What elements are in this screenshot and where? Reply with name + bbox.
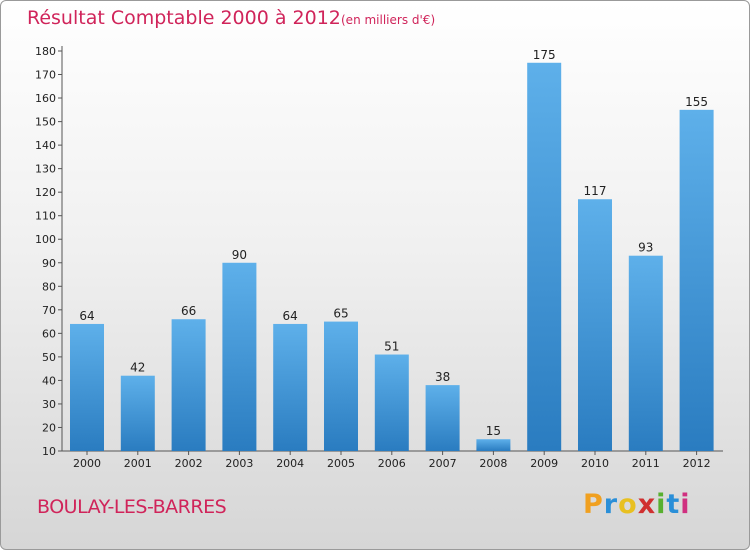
chart-subtitle: (en milliers d'€) <box>341 13 436 27</box>
data-label: 38 <box>435 370 450 384</box>
data-label: 42 <box>130 361 145 375</box>
y-tick-label: 10 <box>42 445 56 458</box>
data-label: 117 <box>584 184 607 198</box>
logo-letter: r <box>603 489 619 520</box>
x-tick-label: 2011 <box>632 457 660 470</box>
data-label: 175 <box>533 48 556 62</box>
data-label: 64 <box>79 309 94 323</box>
logo-letter: x <box>637 489 657 520</box>
chart-title: Résultat Comptable 2000 à 2012 <box>27 7 341 29</box>
data-label: 93 <box>638 241 653 255</box>
bar <box>222 262 257 451</box>
bar <box>120 375 155 451</box>
bar <box>171 319 206 451</box>
data-label: 66 <box>181 304 196 318</box>
x-tick-label: 2000 <box>73 457 101 470</box>
logo-letter: i <box>656 489 667 520</box>
y-tick-label: 110 <box>35 210 56 223</box>
bar <box>273 323 308 451</box>
bar <box>527 62 562 451</box>
data-label: 64 <box>283 309 298 323</box>
bar <box>425 385 460 451</box>
x-tick-label: 2007 <box>429 457 457 470</box>
data-label: 15 <box>486 424 501 438</box>
y-tick-label: 180 <box>35 45 56 58</box>
bar <box>374 354 409 451</box>
x-tick-label: 2001 <box>124 457 152 470</box>
y-tick-label: 140 <box>35 139 56 152</box>
data-label: 51 <box>384 340 399 354</box>
bar <box>324 321 358 451</box>
y-tick-label: 30 <box>42 398 56 411</box>
bar <box>628 255 663 451</box>
x-tick-label: 2012 <box>683 457 711 470</box>
x-tick-label: 2008 <box>479 457 507 470</box>
logo-letter: o <box>618 489 638 520</box>
x-tick-label: 2002 <box>175 457 203 470</box>
y-tick-label: 20 <box>42 421 56 434</box>
proxiti-logo[interactable]: Proxiti <box>583 489 691 520</box>
y-tick-label: 40 <box>42 374 56 387</box>
y-tick-label: 130 <box>35 163 56 176</box>
x-tick-label: 2005 <box>327 457 355 470</box>
bar <box>70 323 104 451</box>
y-tick-label: 70 <box>42 304 56 317</box>
y-tick-label: 80 <box>42 280 56 293</box>
bar <box>476 439 511 451</box>
data-label: 155 <box>685 95 708 109</box>
commune-name: BOULAY-LES-BARRES <box>37 496 227 518</box>
data-label: 65 <box>333 307 348 321</box>
y-tick-label: 150 <box>35 116 56 129</box>
y-tick-label: 160 <box>35 92 56 105</box>
bar <box>679 109 714 451</box>
y-tick-label: 100 <box>35 233 56 246</box>
x-tick-label: 2006 <box>378 457 406 470</box>
x-tick-label: 2009 <box>530 457 558 470</box>
y-tick-label: 170 <box>35 69 56 82</box>
x-tick-label: 2004 <box>276 457 304 470</box>
logo-letter: i <box>680 489 691 520</box>
y-tick-label: 60 <box>42 327 56 340</box>
x-tick-label: 2003 <box>225 457 253 470</box>
y-tick-label: 90 <box>42 257 56 270</box>
logo-letter: t <box>666 489 681 520</box>
y-tick-label: 120 <box>35 186 56 199</box>
y-tick-label: 50 <box>42 351 56 364</box>
logo-letter: P <box>583 489 604 520</box>
x-tick-label: 2010 <box>581 457 609 470</box>
data-label: 90 <box>232 248 247 262</box>
bar <box>578 199 612 451</box>
